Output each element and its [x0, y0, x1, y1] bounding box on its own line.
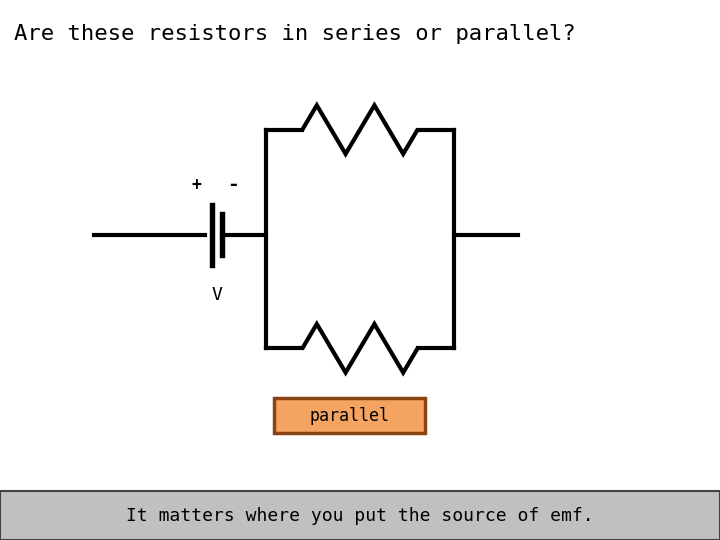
Bar — [0, 491, 720, 540]
Text: parallel: parallel — [309, 407, 390, 425]
Text: It matters where you put the source of emf.: It matters where you put the source of e… — [126, 507, 594, 525]
Text: V: V — [212, 286, 222, 304]
FancyBboxPatch shape — [274, 399, 425, 433]
Text: Are these resistors in series or parallel?: Are these resistors in series or paralle… — [14, 24, 576, 44]
Text: +: + — [192, 177, 202, 194]
Text: -: - — [228, 176, 239, 194]
